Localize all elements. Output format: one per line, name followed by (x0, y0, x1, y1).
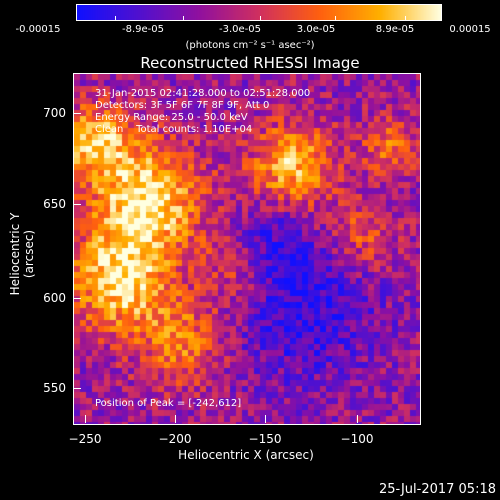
y-tick-label: 650 (43, 197, 66, 211)
colorbar-tick-mark (260, 16, 261, 21)
x-tick-mark (357, 415, 358, 423)
colorbar-tick-mark (115, 16, 116, 21)
y-tick-label: 550 (43, 381, 66, 395)
colorbar-tick-label: -3.0e-05 (219, 24, 261, 35)
plot-title: Reconstructed RHESSI Image (140, 54, 360, 72)
info-clean-counts: Clean Total counts: 1.10E+04 (95, 124, 253, 135)
colorbar-tick-mark (183, 16, 184, 21)
colorbar-tick-label: 0.00015 (449, 24, 491, 35)
heatmap-plot: 31-Jan-2015 02:41:28.000 to 02:51:28.000… (73, 73, 421, 425)
y-axis-label: Heliocentric Y (arcsec) (8, 212, 36, 296)
y-tick-mark (73, 113, 81, 114)
colorbar-tick-label: 8.9e-05 (375, 24, 415, 35)
x-tick-label: −200 (158, 432, 192, 446)
info-energy-range: Energy Range: 25.0 - 50.0 keV (95, 112, 248, 123)
heatmap-image (74, 74, 420, 424)
x-tick-label: −100 (340, 432, 374, 446)
colorbar-tick-label: 3.0e-05 (296, 24, 336, 35)
y-tick-mark (73, 204, 81, 205)
colorbar-tick-label: -0.00015 (15, 24, 61, 35)
x-tick-label: −250 (68, 432, 102, 446)
info-time-range: 31-Jan-2015 02:41:28.000 to 02:51:28.000 (95, 88, 311, 99)
colorbar-tick-label: -8.9e-05 (122, 24, 164, 35)
colorbar (76, 4, 442, 21)
timestamp: 25-Jul-2017 05:18 (378, 482, 496, 497)
peak-position-text: Position of Peak = [-242,612] (95, 398, 242, 409)
y-tick-label: 700 (43, 106, 66, 120)
x-tick-mark (85, 415, 86, 423)
x-tick-label: −150 (248, 432, 282, 446)
colorbar-tick-mark (405, 16, 406, 21)
x-tick-mark (265, 415, 266, 423)
x-tick-mark (175, 415, 176, 423)
colorbar-tick-mark (335, 16, 336, 21)
y-tick-mark (73, 388, 81, 389)
colorbar-units: (photons cm⁻² s⁻¹ asec⁻²) (185, 40, 315, 51)
y-tick-label: 600 (43, 291, 66, 305)
y-tick-mark (73, 298, 81, 299)
x-axis-label: Heliocentric X (arcsec) (178, 448, 314, 462)
info-detectors: Detectors: 3F 5F 6F 7F 8F 9F, Att 0 (95, 100, 270, 111)
